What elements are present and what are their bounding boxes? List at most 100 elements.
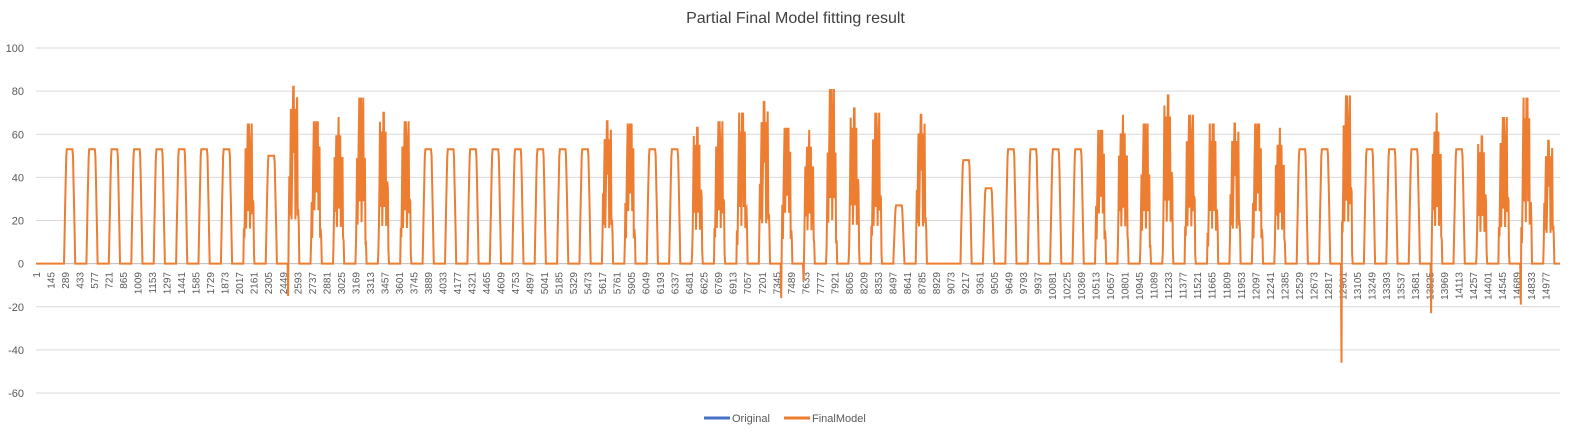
x-tick-label: 13969	[1440, 272, 1451, 300]
x-tick-label: 8641	[903, 272, 914, 295]
x-tick-label: 5041	[540, 272, 551, 295]
x-tick-label: 13393	[1382, 272, 1393, 300]
legend-label: FinalModel	[812, 413, 866, 425]
x-tick-label: 14689	[1513, 272, 1524, 300]
x-tick-label: 10801	[1121, 272, 1132, 300]
x-tick-label: 289	[61, 272, 72, 289]
x-tick-label: 8929	[932, 272, 943, 295]
x-tick-label: 11089	[1150, 272, 1161, 300]
x-tick-label: 14545	[1498, 272, 1509, 300]
x-tick-label: 11665	[1208, 272, 1219, 300]
x-tick-label: 8209	[859, 272, 870, 295]
x-tick-label: 12241	[1266, 272, 1277, 300]
x-tick-label: 9073	[946, 272, 957, 295]
x-tick-label: 11233	[1164, 272, 1175, 300]
x-tick-label: 12673	[1309, 272, 1320, 300]
y-tick-label: 40	[12, 172, 24, 184]
series-finalmodel-line	[36, 85, 1560, 363]
x-tick-label: 6049	[642, 272, 653, 295]
x-tick-label: 865	[119, 272, 130, 289]
x-tick-label: 6913	[729, 272, 740, 295]
x-tick-label: 8065	[845, 272, 856, 295]
x-tick-label: 4321	[467, 272, 478, 295]
y-tick-label: 80	[12, 86, 24, 98]
x-tick-label: 9937	[1034, 272, 1045, 295]
x-tick-label: 3889	[424, 272, 435, 295]
x-tick-label: 7921	[830, 272, 841, 295]
x-tick-label: 14833	[1527, 272, 1538, 300]
x-tick-label: 2305	[264, 272, 275, 295]
x-tick-label: 5473	[584, 272, 595, 295]
x-tick-label: 10369	[1077, 272, 1088, 300]
x-tick-label: 577	[90, 272, 101, 289]
chart-title: Partial Final Model fitting result	[686, 10, 905, 27]
x-tick-label: 3025	[337, 272, 348, 295]
x-tick-label: 7777	[816, 272, 827, 295]
y-tick-label: -20	[8, 302, 24, 314]
x-tick-label: 14113	[1454, 272, 1465, 300]
x-tick-label: 9217	[961, 272, 972, 295]
x-tick-label: 7057	[743, 272, 754, 295]
y-tick-label: -60	[8, 388, 24, 400]
x-tick-label: 14401	[1484, 272, 1495, 300]
x-tick-label: 433	[76, 272, 87, 289]
x-tick-label: 9793	[1019, 272, 1030, 295]
x-tick-label: 2881	[322, 272, 333, 295]
x-tick-label: 4609	[496, 272, 507, 295]
legend-label: Original	[732, 413, 770, 425]
x-tick-label: 5905	[627, 272, 638, 295]
x-tick-label: 8353	[874, 272, 885, 295]
x-tick-label: 13249	[1367, 272, 1378, 300]
x-tick-label: 12385	[1280, 272, 1291, 300]
x-tick-label: 12961	[1338, 272, 1349, 300]
x-tick-label: 7201	[758, 272, 769, 295]
x-tick-label: 11521	[1193, 272, 1204, 300]
x-tick-label: 13537	[1396, 272, 1407, 300]
x-tick-label: 6337	[671, 272, 682, 295]
x-tick-label: 1297	[163, 272, 174, 295]
x-tick-label: 2737	[308, 272, 319, 295]
x-tick-label: 8497	[888, 272, 899, 295]
x-tick-label: 5761	[613, 272, 624, 295]
x-tick-label: 13105	[1353, 272, 1364, 300]
y-tick-label: 20	[12, 216, 24, 228]
x-tick-label: 2449	[279, 272, 290, 295]
x-tick-label: 14977	[1542, 272, 1553, 300]
x-tick-label: 11377	[1179, 272, 1190, 300]
x-tick-label: 2161	[250, 272, 261, 295]
y-tick-label: -40	[8, 345, 24, 357]
x-tick-label: 145	[47, 272, 58, 289]
x-tick-label: 1153	[148, 272, 159, 294]
x-tick-label: 10657	[1106, 272, 1117, 300]
x-tick-label: 1729	[206, 272, 217, 295]
x-tick-label: 14257	[1469, 272, 1480, 300]
x-tick-label: 13681	[1411, 272, 1422, 300]
x-tick-label: 3313	[366, 272, 377, 295]
y-tick-label: 60	[12, 129, 24, 141]
y-tick-label: 100	[6, 43, 24, 55]
x-tick-label: 5185	[555, 272, 566, 295]
y-tick-label: 0	[18, 259, 24, 271]
x-tick-label: 12529	[1295, 272, 1306, 300]
x-tick-label: 2593	[293, 272, 304, 295]
x-tick-label: 6625	[700, 272, 711, 295]
x-tick-label: 4465	[482, 272, 493, 295]
x-tick-label: 5329	[569, 272, 580, 295]
x-tick-label: 10513	[1092, 272, 1103, 300]
x-tick-label: 9361	[975, 272, 986, 295]
x-tick-label: 6481	[685, 272, 696, 295]
x-tick-label: 9649	[1005, 272, 1016, 295]
x-tick-label: 1441	[177, 272, 188, 295]
x-tick-label: 1009	[134, 272, 145, 295]
x-tick-label: 721	[105, 272, 116, 289]
x-tick-label: 10225	[1063, 272, 1074, 300]
x-tick-label: 7633	[801, 272, 812, 295]
x-tick-label: 7489	[787, 272, 798, 295]
x-tick-label: 3169	[351, 272, 362, 295]
x-tick-label: 5617	[598, 272, 609, 295]
x-tick-label: 4033	[438, 272, 449, 295]
x-tick-label: 10945	[1135, 272, 1146, 300]
x-tick-label: 4753	[511, 272, 522, 295]
